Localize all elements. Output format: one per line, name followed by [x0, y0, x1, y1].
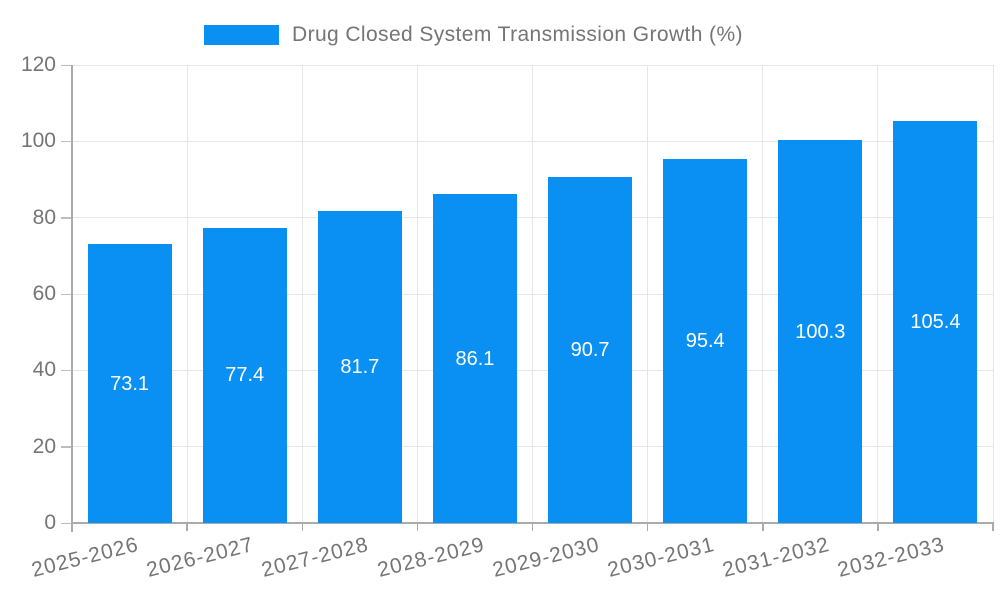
gridline-v	[416, 65, 418, 523]
x-tick-mark	[416, 523, 419, 531]
x-tick-label: 2027-2028	[259, 533, 372, 582]
bar-value-label: 95.4	[685, 329, 725, 352]
x-tick-mark	[186, 523, 188, 531]
y-tick-mark	[61, 293, 71, 295]
bar[interactable]	[893, 120, 978, 523]
y-tick-mark	[61, 217, 71, 219]
x-tick-label: 2031-2032	[720, 533, 832, 582]
gridline-v	[301, 65, 303, 523]
bar-value-label: 86.1	[455, 347, 495, 370]
x-tick-mark	[646, 523, 649, 531]
x-tick-label: 2032-2033	[835, 533, 948, 582]
bar[interactable]	[432, 194, 517, 523]
y-tick-label: 100	[20, 129, 56, 153]
bar-value-label: 105.4	[910, 310, 961, 333]
bar-value-label: 81.7	[340, 356, 380, 379]
bar[interactable]	[778, 140, 863, 523]
x-tick-label: 2028-2029	[374, 533, 487, 582]
gridline-v	[647, 65, 649, 523]
bar-value-label: 77.4	[225, 364, 265, 387]
bar[interactable]	[548, 176, 633, 523]
y-tick-label: 20	[32, 434, 56, 458]
y-tick-label: 60	[32, 282, 56, 305]
x-tick-mark	[301, 523, 303, 531]
x-tick-mark	[992, 523, 994, 531]
bar-value-label: 90.7	[570, 338, 610, 361]
gridline-v	[532, 65, 533, 523]
gridline-v	[877, 65, 879, 523]
bar[interactable]	[202, 227, 287, 523]
bar-value-label: 73.1	[110, 372, 150, 395]
y-tick-mark	[61, 140, 71, 143]
y-tick-label: 40	[32, 358, 56, 382]
gridline-v	[992, 65, 994, 523]
y-tick-mark	[61, 64, 71, 66]
x-tick-mark	[877, 523, 879, 531]
bar[interactable]	[317, 211, 402, 523]
y-tick-label: 80	[32, 205, 56, 229]
y-tick-mark	[61, 369, 71, 372]
x-tick-label: 2026-2027	[144, 533, 257, 582]
gridline-v	[186, 65, 188, 523]
bar-value-label: 100.3	[795, 320, 846, 343]
legend-label: Drug Closed System Transmission Growth (…	[292, 23, 743, 46]
y-tick-label: 120	[20, 53, 56, 76]
bar[interactable]	[663, 158, 748, 523]
bar[interactable]	[87, 244, 172, 523]
legend-swatch	[204, 24, 279, 45]
x-tick-label: 2029-2030	[489, 533, 602, 582]
y-tick-mark	[61, 446, 71, 448]
y-tick-label: 0	[44, 511, 56, 534]
gridline-v	[762, 65, 764, 523]
legend-item[interactable]: Drug Closed System Transmission Growth (…	[204, 24, 743, 45]
y-tick-mark	[61, 522, 71, 524]
y-axis-line	[71, 65, 73, 532]
x-tick-mark	[762, 523, 764, 531]
x-tick-label: 2025-2026	[29, 533, 142, 582]
x-tick-mark	[531, 523, 534, 531]
x-tick-mark	[71, 523, 73, 531]
x-tick-label: 2030-2031	[605, 533, 717, 582]
